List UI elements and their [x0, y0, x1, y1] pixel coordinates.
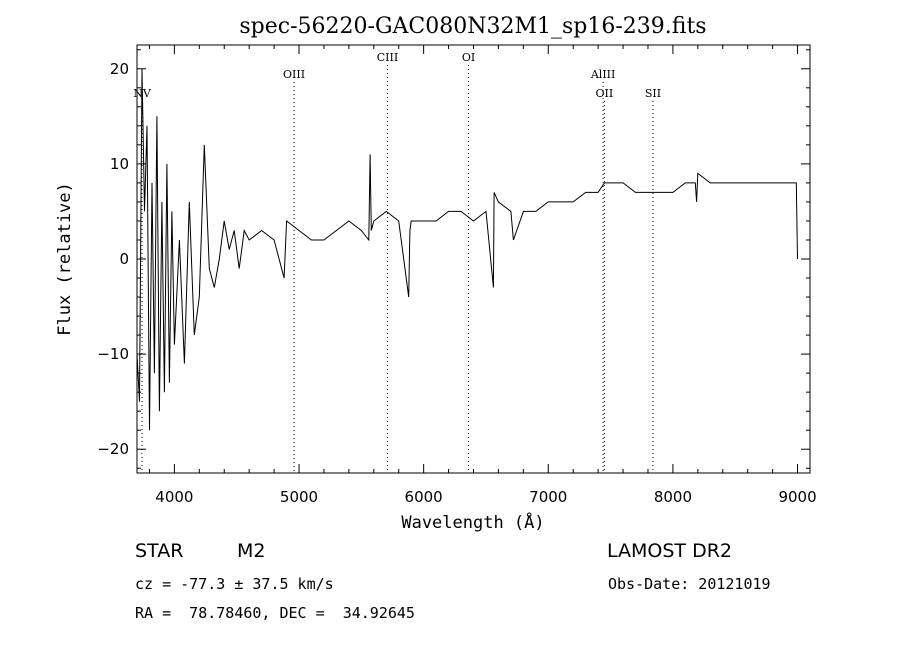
y-tick-label: 20	[110, 60, 129, 78]
redshift-text: cz = -77.3 ± 37.5 km/s	[135, 575, 334, 593]
spectrum-line	[136, 68, 798, 431]
reference-line-label: OI	[462, 51, 475, 64]
x-axis-label: Wavelength (Å)	[401, 511, 544, 533]
reference-line-label: AlIII	[590, 68, 616, 81]
survey-name: LAMOST DR2	[607, 540, 732, 562]
obs-date: Obs-Date: 20121019	[608, 575, 771, 593]
axis-ticks: 4000 5000 6000 7000 8000 9000 −20 −10 0 10 20	[97, 45, 817, 506]
reference-line-label: SII	[645, 87, 661, 100]
x-tick-label: 9000	[778, 488, 816, 506]
reference-line-label: OII	[596, 87, 614, 100]
y-tick-label: 10	[110, 155, 129, 173]
x-tick-label: 5000	[280, 488, 318, 506]
x-tick-label: 6000	[405, 488, 443, 506]
y-axis-label: Flux (relative)	[55, 182, 75, 336]
y-tick-label: −20	[97, 440, 129, 458]
reference-line-label: CIII	[377, 51, 398, 64]
y-tick-label: −10	[97, 345, 129, 363]
x-tick-label: 7000	[529, 488, 567, 506]
object-type: STAR	[135, 540, 184, 562]
subclass: M2	[237, 540, 266, 562]
chart-title: spec-56220-GAC080N32M1_sp16-239.fits	[239, 14, 706, 39]
x-tick-label: 4000	[155, 488, 193, 506]
coordinates-text: RA = 78.78460, DEC = 34.92645	[135, 604, 415, 622]
y-tick-label: 0	[119, 250, 129, 268]
spectrum-chart: spec-56220-GAC080N32M1_sp16-239.fits NVO…	[55, 14, 817, 533]
reference-line-label: OIII	[283, 68, 305, 81]
x-tick-label: 8000	[654, 488, 692, 506]
